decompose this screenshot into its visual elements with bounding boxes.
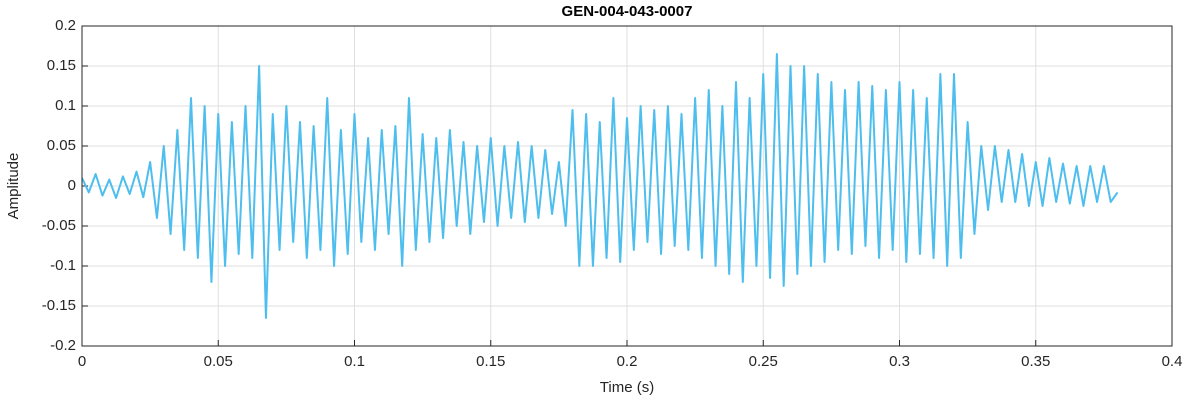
y-tick-label: 0.05 [47,137,76,154]
y-tick-label: -0.1 [50,257,76,274]
x-tick-label: 0.35 [1021,353,1050,370]
chart-title: GEN-004-043-0007 [562,3,693,20]
y-tick-label: 0.1 [55,97,76,114]
x-tick-label: 0.2 [617,353,638,370]
x-tick-label: 0.3 [889,353,910,370]
y-tick-label: -0.15 [42,297,76,314]
y-tick-label: -0.05 [42,217,76,234]
x-axis-label: Time (s) [600,379,654,396]
x-tick-label: 0.05 [204,353,233,370]
axes-box [81,25,1173,347]
y-axis-label: Amplitude [5,153,22,220]
x-tick-label: 0.15 [476,353,505,370]
y-tick-label: 0.2 [55,17,76,34]
y-tick-label: 0 [68,177,76,194]
x-tick-label: 0.25 [749,353,778,370]
waveform-line [81,53,1119,319]
y-tick-label: -0.2 [50,337,76,354]
y-tick-label: 0.15 [47,57,76,74]
x-tick-label: 0 [78,353,86,370]
x-tick-label: 0.1 [344,353,365,370]
x-tick-label: 0.4 [1162,353,1183,370]
